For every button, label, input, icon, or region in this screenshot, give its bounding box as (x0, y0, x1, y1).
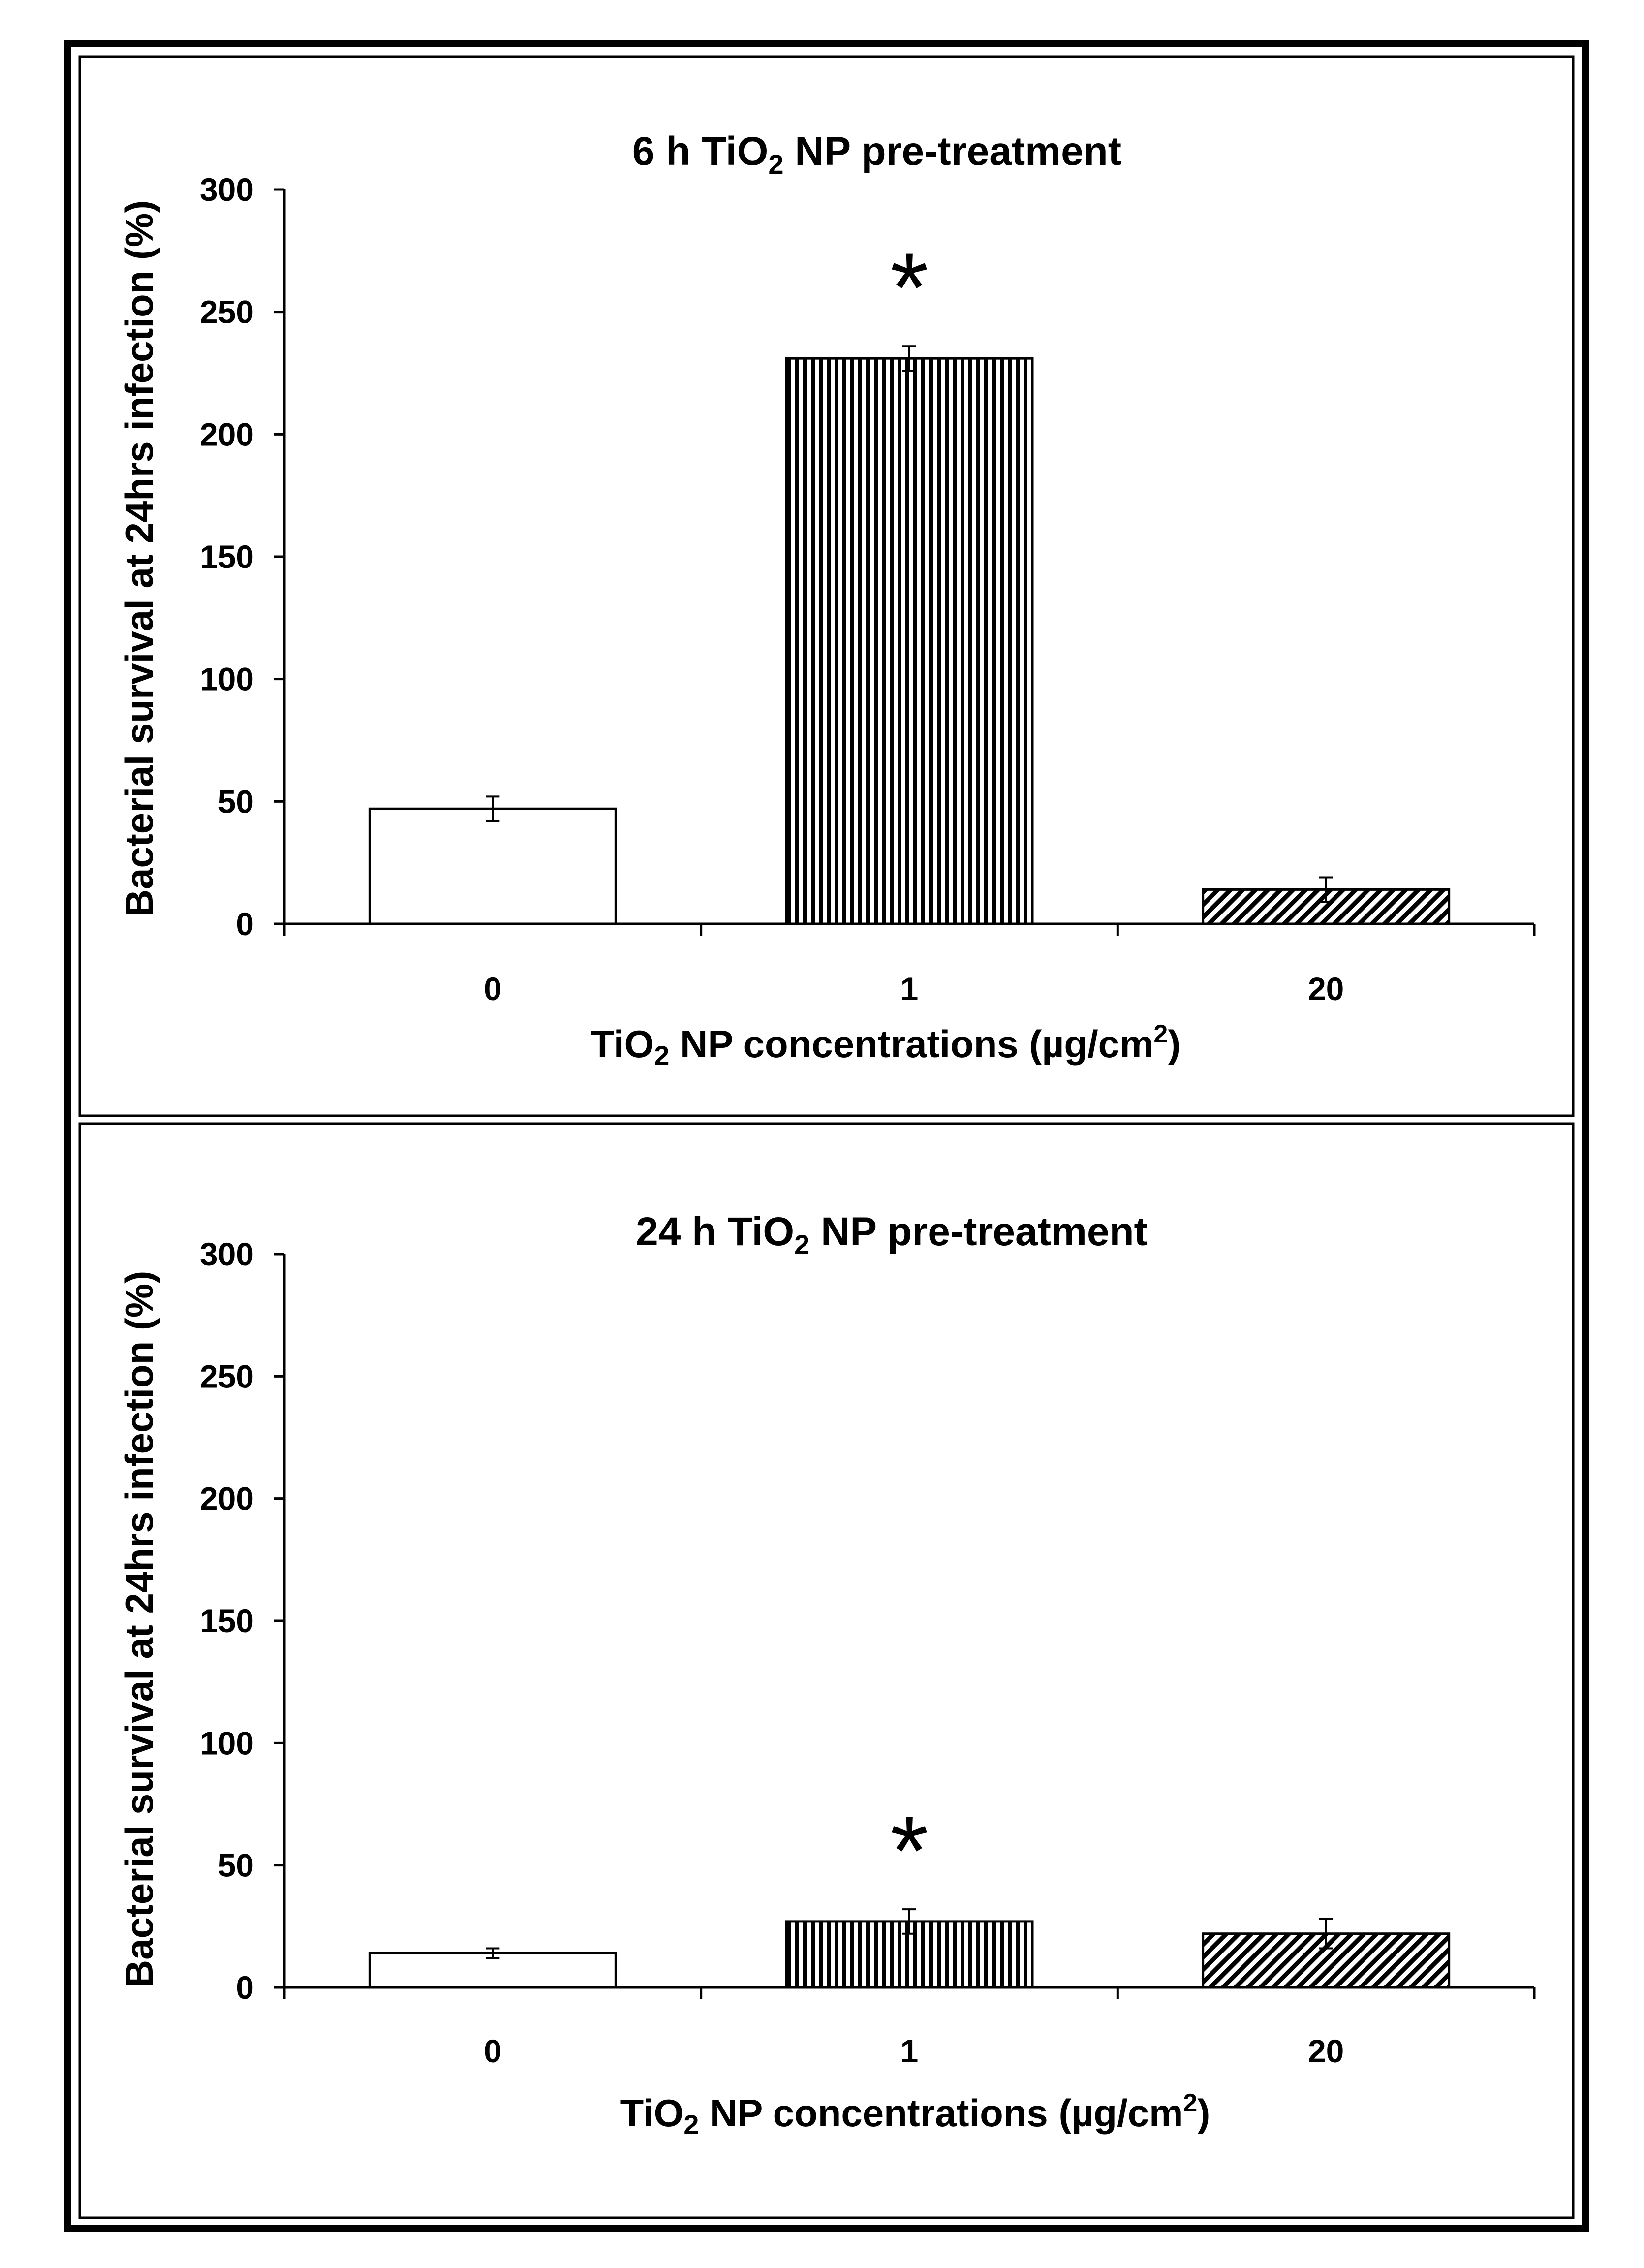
y-tick-label: 200 (200, 1480, 254, 1517)
x-tick-label: 1 (900, 971, 919, 1007)
outer-frame (64, 40, 1589, 2232)
y-tick-label: 250 (200, 294, 254, 330)
y-axis-label: Bacterial survival at 24hrs infection (%… (118, 200, 161, 917)
y-tick-label: 150 (200, 538, 254, 575)
plot-area: 0 50 100 150 200 250 300 0 1 * 20 (200, 171, 1536, 1007)
significance-marker: * (890, 1796, 929, 1906)
y-axis-label: Bacterial survival at 24hrs infection (%… (118, 1271, 161, 1988)
panel-6h: 6 h TiO2 NP pre-treatment Bacterial surv… (78, 55, 1575, 1117)
x-tick-label: 20 (1308, 971, 1344, 1007)
y-tick-label: 300 (200, 1236, 254, 1272)
x-axis-label: TiO2 NP concentrations (µg/cm2) (591, 1020, 1181, 1071)
x-tick-label: 0 (484, 2033, 502, 2069)
y-tick-label: 100 (200, 661, 254, 697)
significance-marker: * (890, 233, 929, 343)
x-tick-label: 0 (484, 971, 502, 1007)
y-tick-label: 250 (200, 1358, 254, 1394)
panel-frame (78, 55, 1575, 1117)
panel-24h: 24 h TiO2 NP pre-treatment Bacterial sur… (78, 1122, 1575, 2219)
y-tick-label: 300 (200, 171, 254, 208)
bar (368, 807, 617, 925)
plot-area: 0 50 100 150 200 250 300 0 1 * 20 (200, 1236, 1536, 2069)
x-axis-label: TiO2 NP concentrations (µg/cm2) (620, 2089, 1210, 2140)
chart-title: 6 h TiO2 NP pre-treatment (632, 129, 1121, 180)
panel-frame (78, 1122, 1575, 2219)
y-tick-label: 0 (236, 1969, 254, 2006)
bar (1202, 1932, 1451, 1989)
y-tick-label: 50 (218, 783, 254, 819)
chart-title: 24 h TiO2 NP pre-treatment (636, 1209, 1148, 1260)
y-tick-label: 50 (218, 1847, 254, 1884)
y-tick-label: 0 (236, 906, 254, 942)
x-tick-label: 20 (1308, 2033, 1344, 2069)
y-tick-label: 150 (200, 1603, 254, 1639)
x-tick-label: 1 (900, 2033, 919, 2069)
y-tick-label: 200 (200, 416, 254, 452)
y-tick-label: 100 (200, 1725, 254, 1761)
bar (785, 357, 1034, 925)
